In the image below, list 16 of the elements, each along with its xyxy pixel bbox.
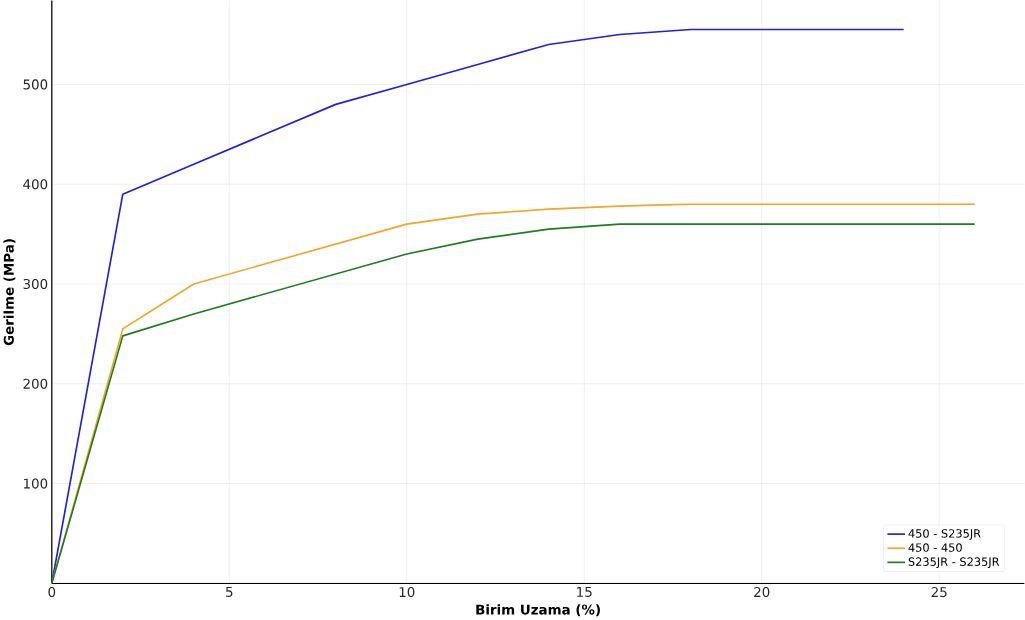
- y-tick-label: 200: [23, 378, 48, 390]
- y-tick-label: 100: [23, 478, 48, 489]
- legend-label: 450 - S235JR: [908, 529, 981, 541]
- y-tick-label: 400: [23, 179, 48, 190]
- x-tick-label: 20: [754, 587, 770, 598]
- legend-label: 450 - 450: [908, 543, 962, 553]
- legend-label: S235JR - S235JR: [908, 557, 1000, 569]
- y-axis-title: Gerilme (MPa): [3, 239, 16, 346]
- x-axis-title: Birim Uzama (%): [476, 604, 600, 617]
- x-tick-label: 10: [399, 587, 415, 598]
- x-tick-label: 5: [226, 587, 233, 598]
- x-tick-label: 25: [931, 587, 947, 598]
- y-tick-label: 300: [23, 279, 48, 290]
- x-tick-label: 15: [577, 587, 592, 598]
- x-tick-label: 0: [48, 587, 56, 598]
- y-tick-label: 500: [23, 79, 48, 90]
